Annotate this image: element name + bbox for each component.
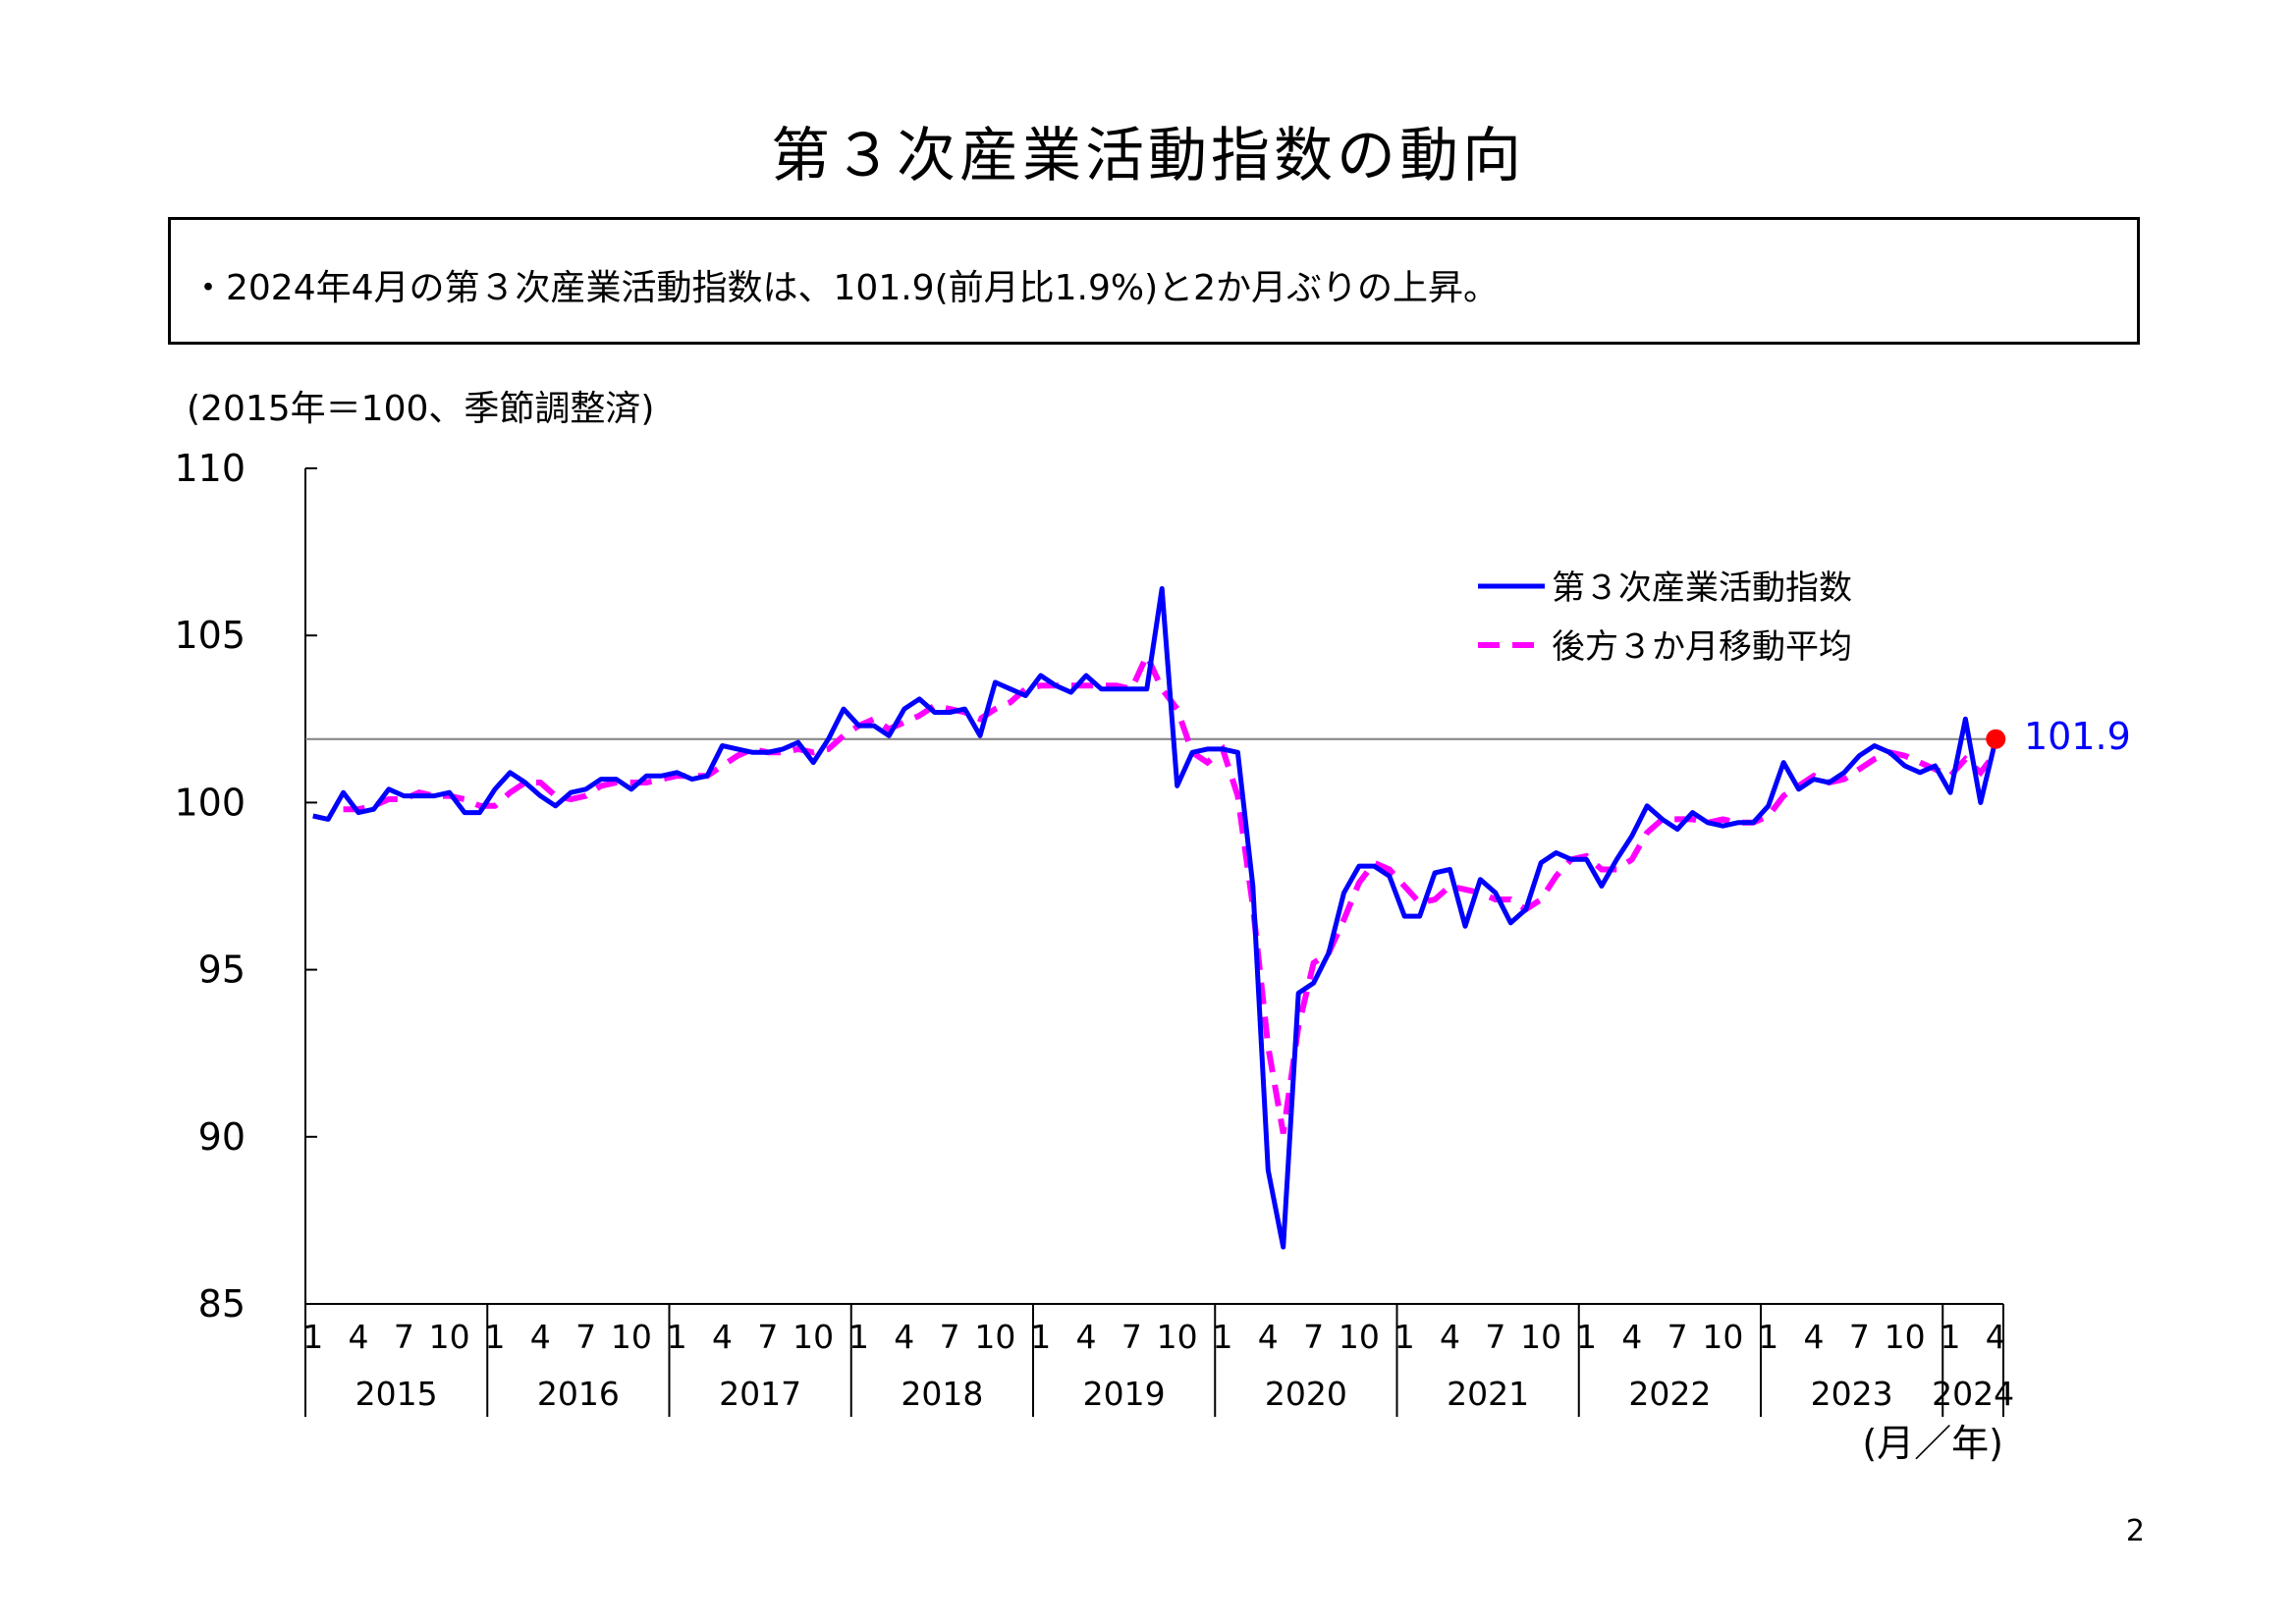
y-tick-label: 105	[174, 614, 246, 657]
x-tick-label: 1	[1576, 1318, 1597, 1356]
x-tick-label: 1	[1212, 1318, 1232, 1356]
series-line-index	[312, 586, 1998, 1250]
x-tick-label: 7	[1849, 1318, 1870, 1356]
series-line-moving-average	[343, 648, 1998, 1134]
x-year-label: 2020	[1265, 1375, 1347, 1413]
x-year-label: 2016	[537, 1375, 620, 1413]
y-tick-label: 95	[198, 948, 246, 992]
x-tick-label: 7	[1303, 1318, 1324, 1356]
x-tick-label: 10	[611, 1318, 652, 1356]
summary-box: ・2024年4月の第３次産業活動指数は、101.9(前月比1.9%)と2か月ぶり…	[168, 217, 2140, 345]
x-tick-label: 1	[1394, 1318, 1415, 1356]
x-tick-label: 4	[530, 1318, 551, 1356]
x-year-label: 2024	[1932, 1375, 2014, 1413]
legend: 第３次産業活動指数 後方３か月移動平均	[1478, 568, 1852, 667]
x-tick-label: 10	[429, 1318, 470, 1356]
x-tick-label: 1	[848, 1318, 869, 1356]
x-tick-label: 4	[1621, 1318, 1642, 1356]
y-tick-label: 90	[198, 1115, 246, 1159]
x-tick-label: 4	[349, 1318, 369, 1356]
x-year-label: 2019	[1083, 1375, 1166, 1413]
x-tick-label: 10	[1702, 1318, 1743, 1356]
x-tick-label: 7	[394, 1318, 414, 1356]
x-tick-label: 7	[575, 1318, 596, 1356]
x-axis-title: (月／年)	[1862, 1422, 2003, 1465]
x-tick-label: 4	[1986, 1318, 2006, 1356]
x-tick-label: 1	[667, 1318, 687, 1356]
x-tick-label: 1	[302, 1318, 323, 1356]
x-tick-label: 4	[1440, 1318, 1460, 1356]
x-tick-label: 4	[1076, 1318, 1097, 1356]
x-tick-label: 1	[1940, 1318, 1960, 1356]
x-tick-label: 7	[1667, 1318, 1688, 1356]
x-tick-label: 1	[484, 1318, 505, 1356]
x-year-label: 2022	[1628, 1375, 1711, 1413]
y-tick-label: 100	[174, 781, 246, 824]
y-tick-label: 110	[174, 447, 246, 490]
legend-label-index: 第３次産業活動指数	[1552, 568, 1852, 608]
page-number: 2	[2125, 1514, 2145, 1548]
page-title: 第３次産業活動指数の動向	[771, 122, 1525, 190]
latest-point	[1986, 729, 2006, 749]
summary-text: ・2024年4月の第３次産業活動指数は、101.9(前月比1.9%)と2か月ぶり…	[191, 268, 1500, 308]
x-year-label: 2015	[355, 1375, 438, 1413]
x-year-label: 2021	[1447, 1375, 1529, 1413]
x-tick-label: 4	[1258, 1318, 1279, 1356]
x-tick-label: 4	[712, 1318, 733, 1356]
y-axis: 110 105 100 95 90 85	[174, 447, 317, 1326]
x-tick-label: 10	[1157, 1318, 1198, 1356]
x-tick-label: 10	[1339, 1318, 1380, 1356]
legend-label-moving-average: 後方３か月移動平均	[1552, 627, 1852, 667]
unit-note: (2015年＝100、季節調整済)	[187, 389, 654, 429]
x-tick-label: 4	[894, 1318, 914, 1356]
x-year-label: 2018	[901, 1375, 983, 1413]
x-tick-label: 10	[974, 1318, 1015, 1356]
x-tick-label: 1	[1030, 1318, 1051, 1356]
x-tick-label: 10	[1520, 1318, 1561, 1356]
latest-value-label: 101.9	[2024, 715, 2131, 758]
x-year-label: 2023	[1811, 1375, 1893, 1413]
x-tick-label: 1	[1758, 1318, 1778, 1356]
x-tick-label: 7	[940, 1318, 960, 1356]
x-tick-label: 7	[757, 1318, 778, 1356]
x-year-label: 2017	[719, 1375, 801, 1413]
y-tick-label: 85	[198, 1282, 246, 1326]
x-tick-label: 10	[1885, 1318, 1926, 1356]
x-tick-label: 7	[1485, 1318, 1505, 1356]
x-tick-label: 10	[793, 1318, 834, 1356]
x-tick-label: 4	[1804, 1318, 1825, 1356]
x-tick-label: 7	[1121, 1318, 1142, 1356]
